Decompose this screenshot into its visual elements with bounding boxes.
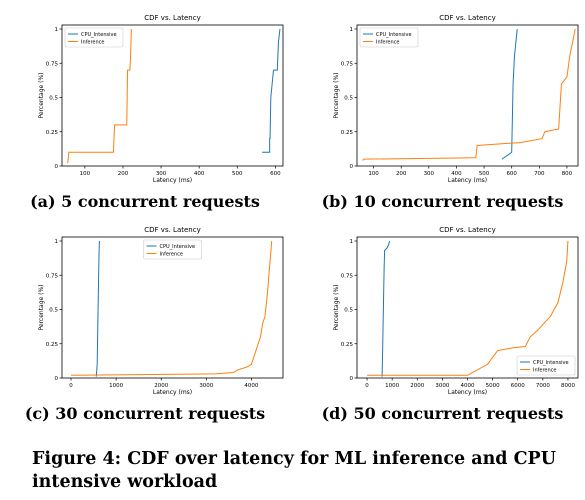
legend-label: CPU_Intensive	[160, 244, 196, 250]
legend-label: CPU_Intensive	[376, 32, 412, 38]
y-axis-label: Percentage (%)	[38, 72, 45, 118]
figure-caption: Figure 4: CDF over latency for ML infere…	[32, 449, 556, 492]
x-tick-label: 700	[534, 171, 545, 177]
x-tick-label: 1000	[109, 383, 123, 389]
x-tick-label: 500	[479, 171, 490, 177]
chart-d: CDF vs. Latency 0 1000 2000 3000 4000 5000 6000…	[333, 226, 579, 396]
legend-box	[143, 239, 202, 260]
chart-title: CDF vs. Latency	[439, 14, 495, 22]
y-tick-label: 0.25	[341, 342, 354, 348]
x-axis-label: Latency (ms)	[448, 389, 487, 396]
y-tick-label: 0	[350, 376, 354, 382]
x-tick-label: 3000	[435, 383, 449, 389]
x-tick-label: 8000	[561, 383, 575, 389]
legend-label: CPU_Intensive	[533, 360, 569, 366]
y-tick-label: 1	[350, 239, 354, 245]
legend-label: Inference	[376, 40, 400, 46]
y-axis-label: Percentage (%)	[38, 284, 45, 330]
subcaption-c: (c) 30 concurrent requests	[24, 404, 266, 423]
x-axis-label: Latency (ms)	[153, 389, 192, 396]
x-tick-label: 200	[118, 171, 129, 177]
plot-frame	[61, 24, 284, 167]
inference-series-line	[67, 28, 132, 164]
x-tick-label: 600	[506, 171, 517, 177]
y-tick-label: 0.75	[341, 61, 354, 67]
x-tick-label: 4000	[244, 383, 258, 389]
cpu-intensive-series-line	[381, 240, 391, 377]
x-tick-label: 100	[80, 171, 91, 177]
chart-a: CDF vs. Latency 100 200 300 400 500 600 0 0.25 0.…	[38, 14, 284, 184]
y-tick-label: 0	[350, 164, 354, 170]
x-tick-label: 4000	[461, 383, 475, 389]
chart-title: CDF vs. Latency	[439, 226, 495, 234]
cpu-intensive-series-line	[95, 240, 100, 377]
x-tick-label: 600	[270, 171, 281, 177]
legend-box	[516, 355, 576, 376]
y-tick-label: 0.5	[344, 96, 353, 102]
chart-c: CDF vs. Latency 0 1000 2000 3000 4000 0 0.25 0.5…	[38, 226, 284, 396]
y-tick-label: 0.25	[341, 130, 354, 136]
x-tick-label: 2000	[410, 383, 424, 389]
x-tick-label: 0	[69, 383, 73, 389]
y-tick-label: 0.75	[46, 61, 59, 67]
chart-title: CDF vs. Latency	[144, 14, 200, 22]
x-tick-label: 400	[194, 171, 205, 177]
x-tick-label: 800	[562, 171, 573, 177]
legend-label: Inference	[81, 40, 105, 46]
x-tick-label: 7000	[536, 383, 550, 389]
y-axis-label: Percentage (%)	[333, 284, 340, 330]
subcaption-b: (b) 10 concurrent requests	[321, 192, 564, 211]
y-tick-label: 0.75	[46, 273, 59, 279]
y-tick-label: 0.25	[46, 130, 59, 136]
x-tick-label: 1000	[385, 383, 399, 389]
plot-frame	[356, 24, 579, 167]
cpu-intensive-series-line	[501, 28, 518, 160]
x-tick-label: 0	[365, 383, 369, 389]
x-tick-label: 3000	[199, 383, 213, 389]
x-tick-label: 300	[424, 171, 435, 177]
y-tick-label: 0	[55, 376, 59, 382]
inference-series-line	[367, 240, 569, 376]
inference-series-line	[71, 240, 273, 376]
x-tick-label: 400	[451, 171, 462, 177]
x-tick-label: 300	[156, 171, 167, 177]
y-tick-label: 0.25	[46, 342, 59, 348]
x-tick-label: 500	[232, 171, 243, 177]
legend-box	[359, 27, 419, 48]
inference-series-line	[362, 28, 576, 161]
y-tick-label: 1	[350, 27, 354, 33]
x-tick-label: 100	[368, 171, 379, 177]
chart-title: CDF vs. Latency	[144, 226, 200, 234]
chart-b: CDF vs. Latency 100 200 300 400 500 600 700 800 0…	[333, 14, 579, 184]
x-axis-label: Latency (ms)	[153, 177, 192, 184]
legend-box	[64, 27, 124, 48]
legend-label: Inference	[160, 252, 184, 258]
y-tick-label: 0.75	[341, 273, 354, 279]
subcaption-a: (a) 5 concurrent requests	[30, 192, 260, 211]
y-tick-label: 0	[55, 164, 59, 170]
y-tick-label: 1	[55, 27, 59, 33]
y-tick-label: 0.5	[49, 308, 58, 314]
x-tick-label: 200	[396, 171, 407, 177]
legend-label: Inference	[533, 368, 557, 374]
y-tick-label: 0.5	[49, 96, 58, 102]
cpu-intensive-series-line	[262, 28, 281, 153]
plot-frame	[61, 236, 284, 379]
x-tick-label: 2000	[154, 383, 168, 389]
x-tick-label: 6000	[511, 383, 525, 389]
legend-label: CPU_Intensive	[81, 32, 117, 38]
y-axis-label: Percentage (%)	[333, 72, 340, 118]
y-tick-label: 1	[55, 239, 59, 245]
y-tick-label: 0.5	[344, 308, 353, 314]
x-axis-label: Latency (ms)	[448, 177, 487, 184]
x-tick-label: 5000	[486, 383, 500, 389]
subcaption-d: (d) 50 concurrent requests	[321, 404, 564, 423]
